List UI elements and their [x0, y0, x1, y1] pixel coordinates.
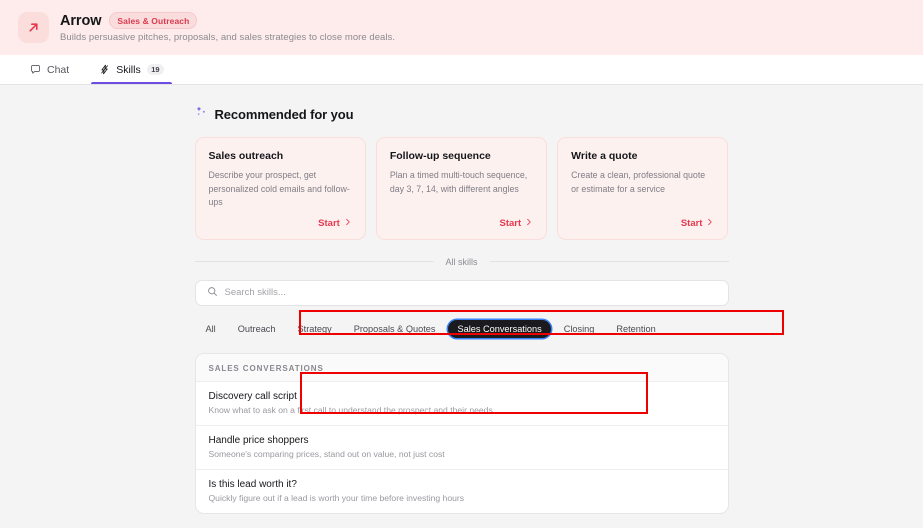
card-description: Plan a timed multi-touch sequence, day 3… [389, 170, 528, 194]
chevron-right-icon [525, 218, 533, 229]
card-start-button[interactable]: Start [500, 218, 534, 229]
filter-chip-sales-conversations[interactable]: Sales Conversations [448, 319, 551, 338]
filter-chip-closing[interactable]: Closing [563, 323, 595, 334]
card-title: Write a quote [571, 150, 638, 162]
skills-list: SALES CONVERSATIONS Discovery call scrip… [194, 352, 729, 514]
skill-row-handle-price-shoppers[interactable]: Handle price shoppers Someone's comparin… [195, 426, 728, 470]
card-start-label: Start [499, 217, 522, 229]
skill-description: Know what to ask on a first call to unde… [208, 404, 493, 415]
page-title: Arrow [60, 12, 102, 29]
tab-chat[interactable]: Chat [28, 55, 71, 84]
card-start-button[interactable]: Start [318, 218, 352, 229]
app-logo [18, 12, 49, 43]
filter-chip-retention[interactable]: Retention [616, 323, 656, 334]
filter-row-wrapper: All Outreach Strategy Proposals & Quotes… [195, 317, 729, 341]
skill-name: Handle price shoppers [208, 434, 309, 446]
card-title: Follow-up sequence [389, 150, 491, 162]
skill-description: Someone's comparing prices, stand out on… [208, 448, 445, 459]
recommended-cards: Sales outreach Describe your prospect, g… [194, 137, 729, 240]
divider-line-left [194, 261, 434, 263]
divider-line-right [489, 261, 729, 263]
recommended-header: Recommended for you [195, 105, 729, 123]
recommended-card-follow-up-sequence[interactable]: Follow-up sequence Plan a timed multi-to… [375, 137, 548, 240]
card-description: Create a clean, professional quote or es… [571, 170, 706, 194]
arrow-up-right-icon [26, 20, 41, 35]
filter-row: All Outreach Strategy Proposals & Quotes… [195, 317, 729, 341]
divider-label: All skills [445, 256, 478, 267]
tab-bar: Chat Skills 19 [0, 55, 923, 85]
tab-skills-count: 19 [146, 64, 165, 75]
chat-bubble-icon [30, 64, 41, 75]
skill-name: Discovery call script [208, 390, 297, 402]
tab-chat-label: Chat [47, 63, 70, 76]
app-title-row: Arrow Sales & Outreach [60, 12, 395, 29]
sparkle-icon [195, 105, 208, 123]
chevron-right-icon [706, 218, 714, 229]
main-area: Recommended for you Sales outreach Descr… [0, 85, 923, 528]
tab-skills-label: Skills [116, 63, 141, 76]
search-input[interactable] [224, 287, 717, 299]
filter-chip-strategy[interactable]: Strategy [297, 323, 332, 334]
recommended-card-write-a-quote[interactable]: Write a quote Create a clean, profession… [557, 137, 729, 240]
search-icon [207, 284, 218, 302]
card-start-button[interactable]: Start [681, 218, 715, 229]
all-skills-divider: All skills [194, 256, 729, 267]
content-column: Recommended for you Sales outreach Descr… [194, 85, 729, 528]
filter-chip-outreach[interactable]: Outreach [237, 323, 276, 334]
tab-skills[interactable]: Skills 19 [91, 55, 172, 84]
category-badge: Sales & Outreach [109, 12, 198, 29]
skill-name: Is this lead worth it? [208, 478, 297, 490]
filter-chip-proposals-quotes[interactable]: Proposals & Quotes [353, 323, 436, 334]
card-description: Describe your prospect, get personalized… [208, 170, 350, 208]
card-title: Sales outreach [208, 150, 284, 162]
skill-row-discovery-call-script[interactable]: Discovery call script Know what to ask o… [195, 382, 728, 426]
recommended-title: Recommended for you [214, 106, 354, 122]
app-subtitle: Builds persuasive pitches, proposals, an… [60, 32, 396, 43]
card-start-label: Start [318, 217, 340, 229]
skill-row-is-this-lead-worth-it[interactable]: Is this lead worth it? Quickly figure ou… [196, 470, 728, 513]
skills-group-header: SALES CONVERSATIONS [195, 353, 728, 382]
recommended-card-sales-outreach[interactable]: Sales outreach Describe your prospect, g… [194, 137, 366, 240]
app-header: Arrow Sales & Outreach Builds persuasive… [0, 0, 923, 55]
chevron-right-icon [344, 218, 352, 229]
lightning-icon [99, 64, 110, 75]
filter-chip-all[interactable]: All [205, 323, 216, 334]
skill-description: Quickly figure out if a lead is worth yo… [208, 492, 465, 503]
card-start-label: Start [680, 217, 703, 229]
search-bar[interactable] [194, 279, 729, 306]
app-header-text: Arrow Sales & Outreach Builds persuasive… [60, 12, 395, 43]
